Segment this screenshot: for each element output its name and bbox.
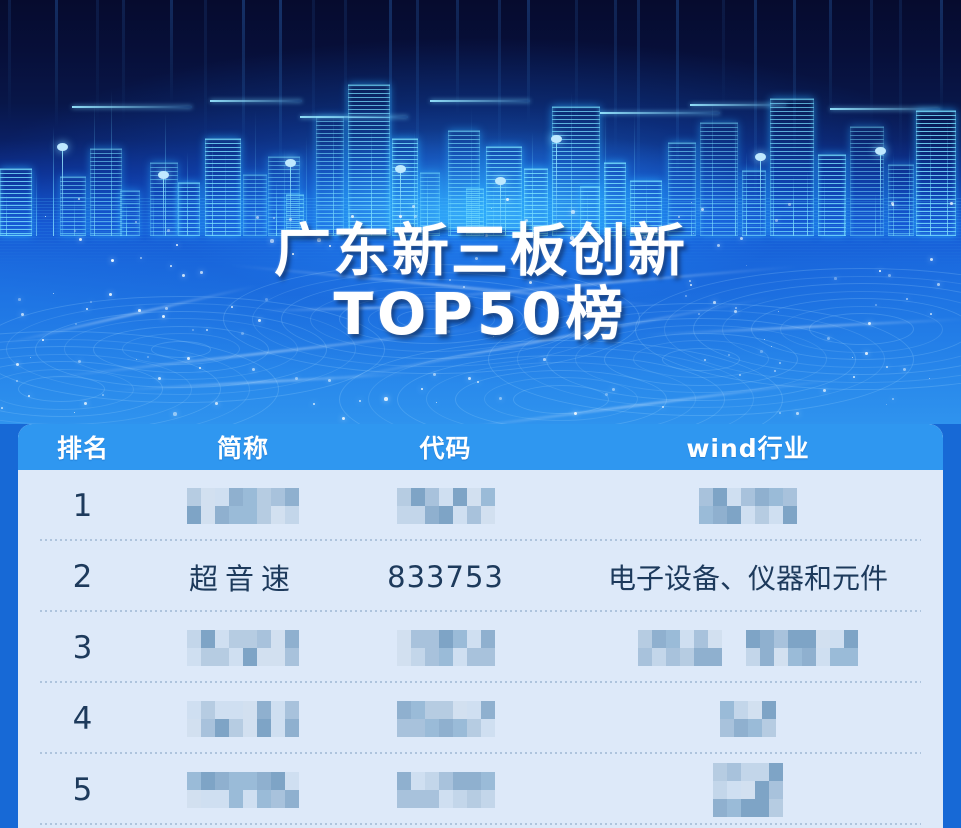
column-header-name: 简称	[216, 434, 269, 463]
cell-code: 833753	[338, 541, 553, 612]
censored-mosaic	[187, 629, 299, 666]
table-row[interactable]: 4	[18, 683, 943, 754]
censored-mosaic	[713, 762, 783, 817]
table-row[interactable]: 5	[18, 754, 943, 825]
table-row[interactable]: 2 超音速 833753 电子设备、仪器和元件	[18, 541, 943, 612]
cell-name	[148, 683, 338, 754]
cell-name	[148, 612, 338, 683]
censored-mosaic	[638, 629, 722, 666]
cell-name	[148, 754, 338, 825]
cell-name: 超音速	[148, 541, 338, 612]
cell-industry	[553, 470, 943, 541]
censored-mosaic	[187, 700, 299, 737]
censored-mosaic	[187, 487, 299, 524]
cell-rank: 5	[72, 771, 94, 808]
table-body: 1 2 超音速 833753 电子设备、仪器和元件 3 4	[18, 470, 943, 825]
censored-mosaic	[720, 700, 776, 737]
cell-industry: 电子设备、仪器和元件	[553, 541, 943, 612]
censored-mosaic	[396, 700, 495, 737]
cell-rank: 4	[72, 700, 94, 737]
table-header-row: 排名 简称 代码 wind行业	[18, 424, 943, 470]
cell-name-text: 超音速	[188, 561, 297, 596]
censored-mosaic	[396, 487, 495, 524]
censored-mosaic	[396, 771, 495, 808]
cell-industry	[553, 612, 943, 683]
column-header-rank: 排名	[56, 434, 109, 463]
censored-mosaic	[187, 771, 299, 808]
cell-rank: 3	[72, 629, 94, 666]
table-row[interactable]: 1	[18, 470, 943, 541]
cell-rank: 1	[72, 487, 94, 524]
column-header-industry: wind行业	[686, 434, 810, 463]
censored-mosaic	[699, 487, 797, 524]
cell-code-text: 833753	[387, 559, 504, 594]
column-header-code: 代码	[419, 434, 472, 463]
censored-mosaic	[396, 629, 495, 666]
hero-banner	[0, 0, 961, 424]
skyline-reflection	[0, 198, 961, 268]
cell-code	[338, 683, 553, 754]
ranking-table-card: 排名 简称 代码 wind行业 1 2 超音速 833753 电子设备、仪器和元…	[18, 424, 943, 828]
cell-code	[338, 470, 553, 541]
cell-industry	[553, 754, 943, 825]
city-skyline-artwork	[0, 0, 961, 236]
cell-code	[338, 754, 553, 825]
water-ripple-artwork	[0, 198, 961, 424]
cell-industry-text: 电子设备、仪器和元件	[607, 561, 888, 595]
censored-mosaic	[746, 629, 858, 666]
cell-code	[338, 612, 553, 683]
table-row[interactable]: 3	[18, 612, 943, 683]
cell-industry	[553, 683, 943, 754]
cell-rank: 2	[72, 558, 94, 595]
cell-name	[148, 470, 338, 541]
